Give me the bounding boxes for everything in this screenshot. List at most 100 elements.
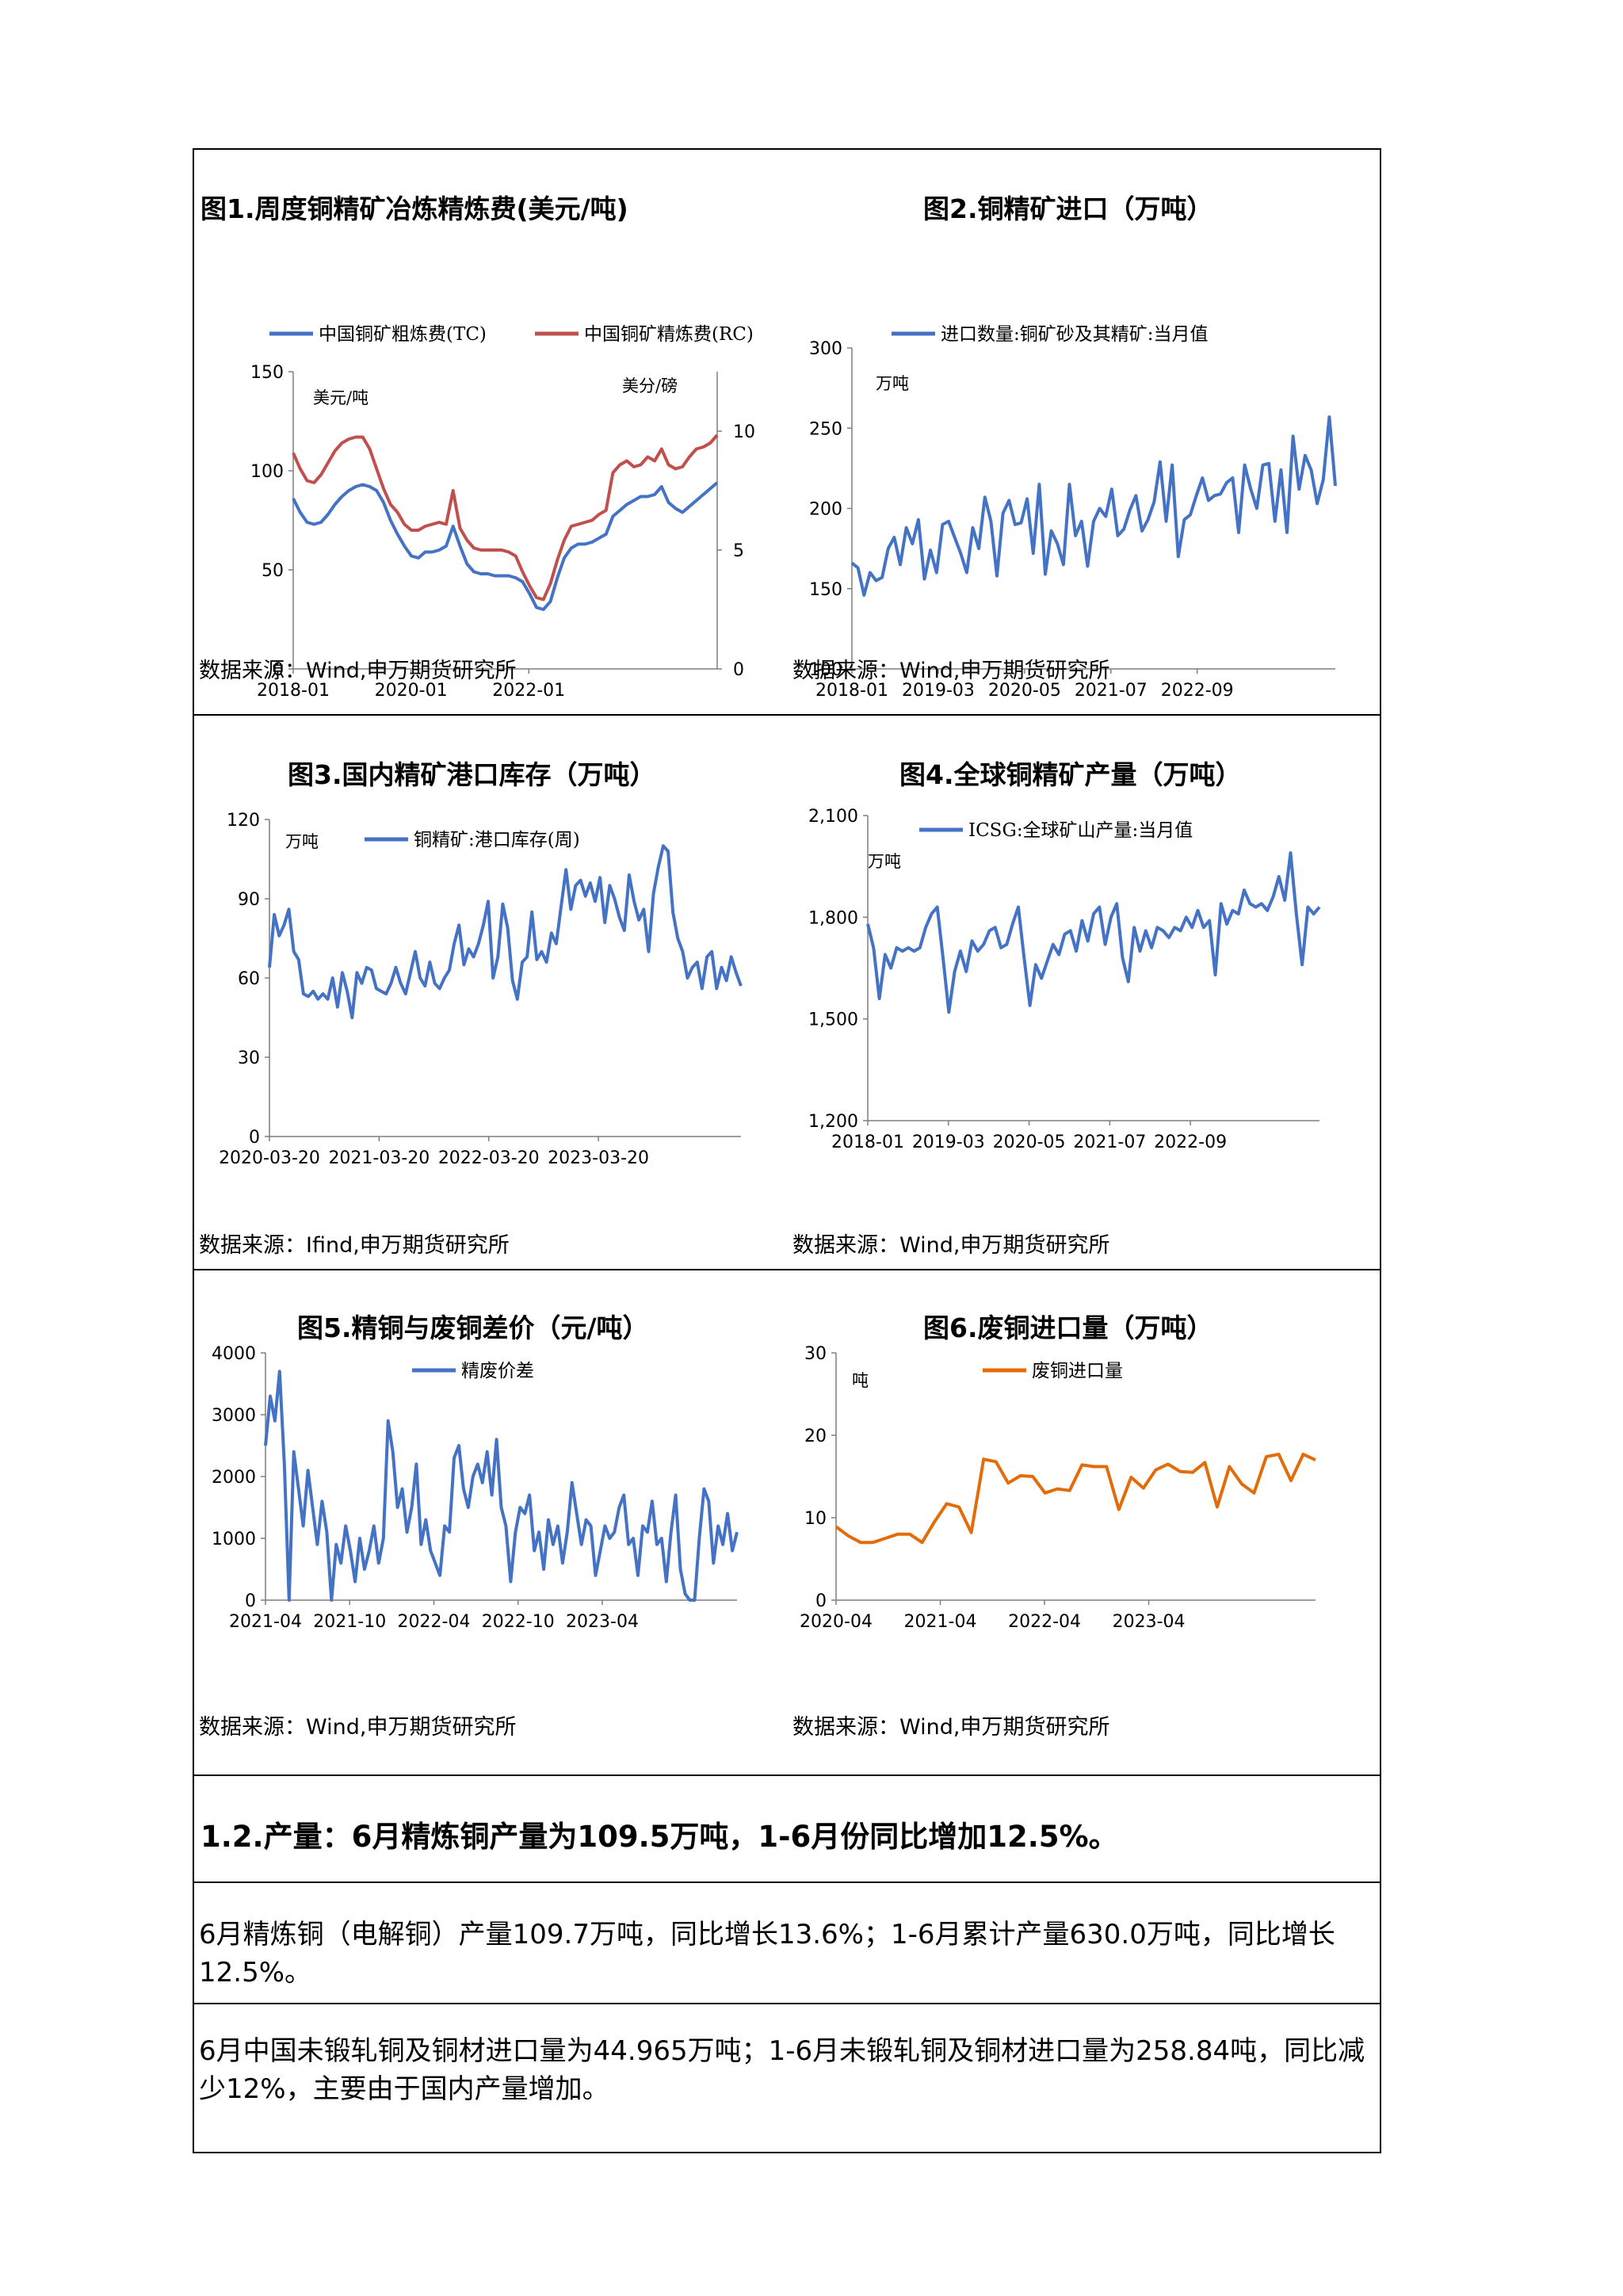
y2-tick-label: 10 (733, 422, 755, 442)
series-line (292, 481, 719, 611)
chart-title: 图3.国内精矿港口库存（万吨） (288, 759, 656, 790)
x-tick-label: 2021-04 (229, 1612, 302, 1632)
unit-label: 万吨 (876, 374, 909, 393)
y-tick-label: 2000 (212, 1468, 256, 1488)
x-tick-label: 2020-01 (375, 681, 448, 701)
y-tick-label: 100 (809, 660, 842, 680)
chart-source: 数据来源：Wind,申万期货研究所 (792, 659, 1110, 683)
y-tick-label: 0 (273, 660, 284, 680)
unit-label: 万吨 (868, 852, 901, 871)
legend-label: 铜精矿:港口库存(周) (414, 830, 580, 850)
chart-title: 图4.全球铜精矿产量（万吨） (899, 759, 1242, 790)
row-divider (194, 1881, 1380, 1883)
legend-label: 进口数量:铜矿砂及其精矿:当月值 (941, 324, 1209, 345)
y-tick-label: 1,800 (808, 908, 858, 928)
chart-title: 图2.铜精矿进口（万吨） (923, 193, 1213, 224)
x-tick-label: 2021-03-20 (328, 1148, 430, 1168)
x-tick-label: 2022-09 (1154, 1133, 1227, 1152)
x-tick-label: 2023-04 (566, 1612, 639, 1632)
y-tick-label: 0 (249, 1128, 260, 1148)
section-heading: 1.2.产量：6月精炼铜产量为109.5万吨，1-6月份同比增加12.5%。 (200, 1820, 1118, 1854)
x-tick-label: 2021-07 (1075, 681, 1148, 701)
x-tick-label: 2022-04 (398, 1612, 471, 1632)
y-tick-label: 250 (809, 419, 842, 439)
legend-label: 精废价差 (461, 1361, 534, 1381)
x-tick-label: 2018-01 (815, 681, 888, 701)
unit-label: 美元/吨 (313, 388, 369, 407)
y-tick-label: 150 (809, 580, 842, 600)
x-tick-label: 2022-04 (1008, 1612, 1081, 1632)
y-tick-label: 0 (815, 1591, 827, 1611)
x-tick-label: 2022-10 (482, 1612, 555, 1632)
y-tick-label: 200 (809, 500, 842, 520)
chart-source: 数据来源：Wind,申万期货研究所 (792, 1233, 1110, 1258)
chart-source: 数据来源：Ifind,申万期货研究所 (199, 1233, 510, 1258)
x-tick-label: 2020-04 (800, 1612, 873, 1632)
unit-label: 万吨 (285, 832, 319, 851)
y-tick-label: 20 (804, 1427, 827, 1446)
y-tick-label: 1,500 (808, 1010, 858, 1030)
row-divider (194, 1775, 1380, 1776)
x-tick-label: 2022-01 (492, 681, 565, 701)
series-line (292, 434, 719, 602)
chart-title: 图5.精铜与废铜差价（元/吨） (297, 1312, 649, 1343)
x-tick-label: 2020-05 (988, 681, 1061, 701)
chart-title: 图1.周度铜精矿冶炼精炼费(美元/吨) (200, 193, 628, 224)
series-line (866, 851, 1321, 1014)
legend-label: 废铜进口量 (1032, 1361, 1123, 1381)
y2-tick-label: 0 (733, 660, 744, 680)
y-tick-label: 2,100 (808, 807, 858, 827)
x-tick-label: 2023-04 (1113, 1612, 1186, 1632)
unit-label: 吨 (852, 1371, 869, 1390)
report-frame: 图1.周度铜精矿冶炼精炼费(美元/吨) 150 100 50 0 10 5 0 2018-01… (193, 148, 1381, 2153)
chart-source: 数据来源：Wind,申万期货研究所 (199, 1715, 517, 1740)
x-tick-label: 2019-03 (902, 681, 975, 701)
y-tick-label: 30 (238, 1049, 260, 1068)
x-tick-label: 2021-07 (1073, 1133, 1146, 1152)
x-tick-label: 2020-05 (993, 1133, 1066, 1152)
legend-label: 中国铜矿粗炼费(TC) (319, 324, 487, 345)
y-tick-label: 60 (238, 969, 260, 989)
y-tick-label: 90 (238, 890, 260, 910)
y-tick-label: 0 (245, 1591, 256, 1611)
row-divider (194, 714, 1380, 716)
y-tick-label: 1,200 (808, 1112, 858, 1132)
y-tick-label: 1000 (212, 1530, 256, 1549)
x-tick-label: 2018-01 (831, 1133, 904, 1152)
legend-label: ICSG:全球矿山产量:当月值 (968, 820, 1193, 841)
x-tick-label: 2018-01 (257, 681, 330, 701)
legend-label: 中国铜矿精炼费(RC) (584, 324, 754, 345)
y-tick-label: 50 (262, 561, 284, 581)
y-tick-label: 300 (809, 339, 842, 359)
y-tick-label: 100 (250, 462, 284, 482)
y-tick-label: 10 (804, 1509, 827, 1529)
x-tick-label: 2023-03-20 (548, 1148, 649, 1168)
x-tick-label: 2021-04 (904, 1612, 977, 1632)
chart-source: 数据来源：Wind,申万期货研究所 (792, 1715, 1110, 1740)
y-tick-label: 150 (250, 363, 284, 383)
series-line (264, 1370, 739, 1602)
unit-label-right: 美分/磅 (622, 376, 678, 395)
x-tick-label: 2022-03-20 (438, 1148, 540, 1168)
x-tick-label: 2019-03 (912, 1133, 985, 1152)
y-tick-label: 4000 (212, 1344, 256, 1364)
paragraph: 6月中国未锻轧铜及铜材进口量为44.965万吨；1-6月未锻轧铜及铜材进口量为2… (199, 2035, 1365, 2105)
x-tick-label: 2020-03-20 (219, 1148, 320, 1168)
y-tick-label: 30 (804, 1344, 827, 1364)
paragraph: 6月精炼铜（电解铜）产量109.7万吨，同比增长13.6%；1-6月累计产量63… (199, 1919, 1335, 1988)
x-tick-label: 2022-09 (1161, 681, 1234, 701)
y2-tick-label: 5 (733, 541, 744, 561)
y-tick-label: 3000 (212, 1406, 256, 1426)
row-divider (194, 1269, 1380, 1270)
series-line (850, 415, 1337, 597)
row-divider (194, 2003, 1380, 2004)
chart-source: 数据来源：Wind,申万期货研究所 (199, 659, 517, 683)
y-tick-label: 120 (227, 811, 260, 831)
series-line (268, 844, 743, 1019)
